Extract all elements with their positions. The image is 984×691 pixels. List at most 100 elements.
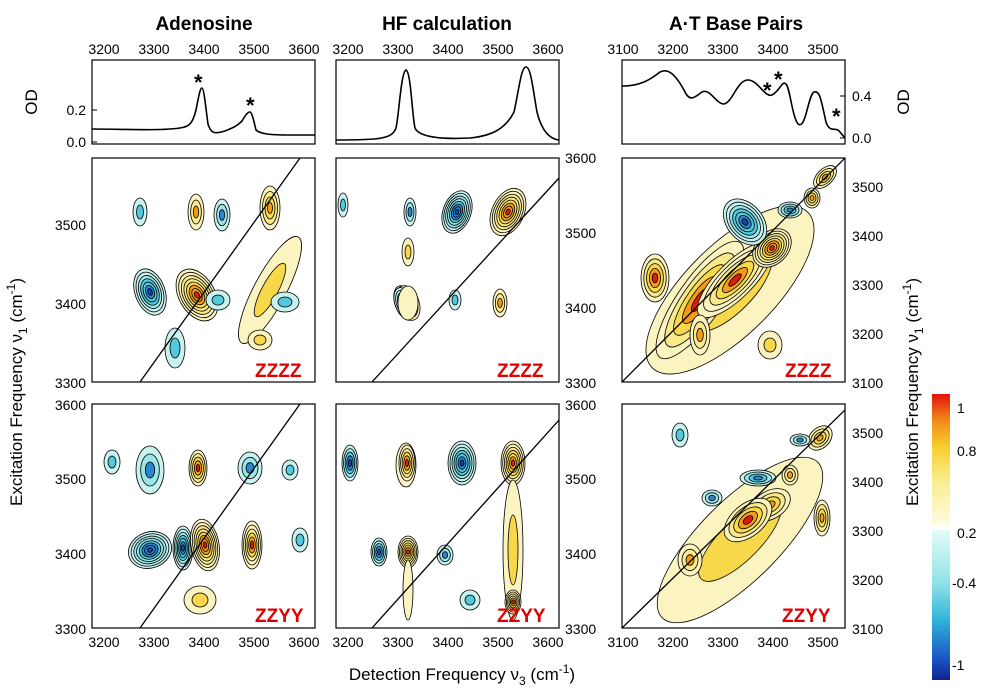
top-axis-labels-1: 3200 3300 3400 3500 3600	[88, 41, 319, 57]
tick: 3500	[807, 41, 838, 57]
contour-panel-hf-zzzz	[337, 177, 559, 382]
tick: 3500	[852, 425, 883, 441]
negative-peak-contour	[147, 288, 153, 296]
label-zzyy: ZZYY	[497, 606, 546, 627]
positive-peak-contour	[819, 513, 825, 523]
y-axis-title-sub: 1	[16, 327, 30, 334]
tick: 3300	[138, 41, 169, 57]
negative-peak-contour	[107, 455, 117, 469]
y-axis-adenosine-zzyy: 3300 3400 3500 3600	[55, 397, 86, 637]
contour-panel-adenosine-zzzz	[132, 158, 302, 382]
positive-peak-contour	[696, 327, 704, 343]
diagonal-line	[622, 158, 845, 382]
negative-peak-contour	[285, 464, 295, 476]
tick: 3500	[238, 634, 269, 650]
x-axis-title: Detection Frequency ν3 (cm-1)	[349, 662, 575, 688]
negative-peak-contour	[741, 218, 749, 226]
y-axis-title-close: )	[903, 278, 922, 284]
x-axis-bottom-3: 3100 3200 3300 3400 3500	[607, 634, 838, 650]
positive-peak-contour	[511, 599, 515, 605]
tick: 0.4	[852, 88, 872, 104]
tick: 3500	[55, 471, 86, 487]
tick: 3500	[238, 41, 269, 57]
tick: 3100	[852, 375, 883, 391]
tick: 3600	[288, 634, 319, 650]
tick: 3300	[707, 634, 738, 650]
od-spectrum-line	[91, 87, 315, 136]
x-axis-title-unit: (cm	[526, 665, 559, 684]
diagonal-line	[371, 177, 559, 382]
positive-peak-contour	[821, 173, 829, 181]
tick: 3400	[55, 546, 86, 562]
colorbar-tick: 0.8	[957, 443, 977, 459]
negative-peak-contour	[169, 337, 181, 359]
tick: 3200	[852, 572, 883, 588]
tick: 3200	[657, 41, 688, 57]
tick: 3600	[565, 150, 596, 166]
peak-marker: *	[832, 104, 841, 129]
tick: 3600	[55, 397, 86, 413]
diagonal-line	[371, 419, 559, 628]
contour-panel-at-zzyy	[622, 409, 845, 628]
y-axis-adenosine-zzzz: 3300 3400 3500	[55, 217, 86, 391]
spectrum-panel-at: * * * 0.0 0.4 OD	[621, 59, 913, 146]
positive-peak-contour	[192, 205, 200, 219]
tick: 3200	[332, 41, 363, 57]
tick: 3200	[657, 634, 688, 650]
y-axis-title-unit: (cm	[903, 294, 922, 327]
positive-peak-contour	[728, 273, 742, 287]
positive-peak-contour	[406, 549, 410, 555]
positive-peak-contour	[505, 208, 511, 216]
tick: 3400	[852, 474, 883, 490]
label-zzyy: ZZYY	[255, 606, 304, 627]
tick: 3200	[88, 41, 119, 57]
peak-marker: *	[763, 78, 772, 103]
tick: 3300	[565, 621, 596, 637]
positive-peak-contour	[191, 592, 209, 608]
colorbar-tick: -0.4	[952, 575, 976, 591]
tick: 3200	[88, 634, 119, 650]
y-axis-title-left: Excitation Frequency ν1 (cm-1)	[4, 278, 30, 506]
y-axis-hf-zzzz: 3300 3400 3500 3600	[565, 150, 596, 391]
contour-panel-hf-zzyy	[341, 419, 559, 628]
tick: 3400	[55, 296, 86, 312]
positive-peak-contour	[195, 463, 201, 472]
tick: 3200	[852, 326, 883, 342]
tick: 3500	[852, 179, 883, 195]
positive-peak-contour	[742, 515, 754, 525]
colorbar-tick: 0.2	[957, 525, 977, 541]
positive-peak-contour	[249, 540, 255, 550]
spectrum-panel-adenosine: * * 0.0 0.2 OD	[22, 59, 316, 150]
tick: 3500	[482, 634, 513, 650]
tick: 3400	[188, 634, 219, 650]
tick: 3300	[707, 41, 738, 57]
tick: 3300	[852, 523, 883, 539]
positive-peak-contour	[402, 559, 414, 621]
positive-peak-contour	[809, 195, 815, 201]
label-zzzz: ZZZZ	[785, 361, 832, 382]
tick: 3300	[55, 375, 86, 391]
positive-peak-contour	[497, 297, 503, 309]
y-axis-at-zzzz: 3100 3200 3300 3400 3500	[852, 179, 883, 391]
positive-peak-contour	[507, 514, 519, 586]
negative-peak-contour	[218, 209, 226, 221]
tick: 3600	[565, 397, 596, 413]
y-axis-title-sub: 1	[912, 327, 926, 334]
negative-peak-contour	[376, 548, 381, 556]
diagonal-line	[622, 409, 845, 628]
contour-panel-at-zzzz	[622, 158, 845, 382]
tick: 3400	[757, 634, 788, 650]
od-label: OD	[894, 89, 913, 115]
positive-peak-contour	[202, 541, 208, 549]
tick: 3400	[852, 228, 883, 244]
tick: 3100	[852, 621, 883, 637]
x-axis-title-close: )	[569, 665, 575, 684]
positive-peak-contour	[510, 459, 516, 467]
tick: 3500	[565, 471, 596, 487]
tick: 3500	[55, 217, 86, 233]
tick: 3100	[607, 634, 638, 650]
tick: 3200	[332, 634, 363, 650]
tick: 3400	[432, 41, 463, 57]
tick: 3400	[565, 546, 596, 562]
tick: 3300	[382, 41, 413, 57]
